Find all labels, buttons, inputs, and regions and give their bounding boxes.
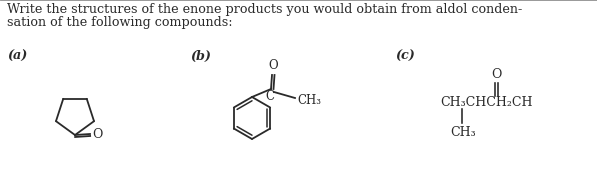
Text: CH₃: CH₃	[297, 93, 321, 107]
Text: (c): (c)	[395, 50, 415, 63]
Text: Write the structures of the enone products you would obtain from aldol conden-: Write the structures of the enone produc…	[7, 3, 522, 16]
Text: O: O	[491, 68, 501, 81]
Text: O: O	[268, 59, 278, 72]
Text: sation of the following compounds:: sation of the following compounds:	[7, 16, 233, 29]
Text: (b): (b)	[190, 50, 211, 63]
Text: O: O	[92, 127, 102, 141]
Text: C: C	[266, 90, 275, 103]
Text: CH₃: CH₃	[450, 126, 476, 139]
Text: CH₃CHCH₂CH: CH₃CHCH₂CH	[440, 96, 533, 109]
Text: (a): (a)	[7, 50, 27, 63]
